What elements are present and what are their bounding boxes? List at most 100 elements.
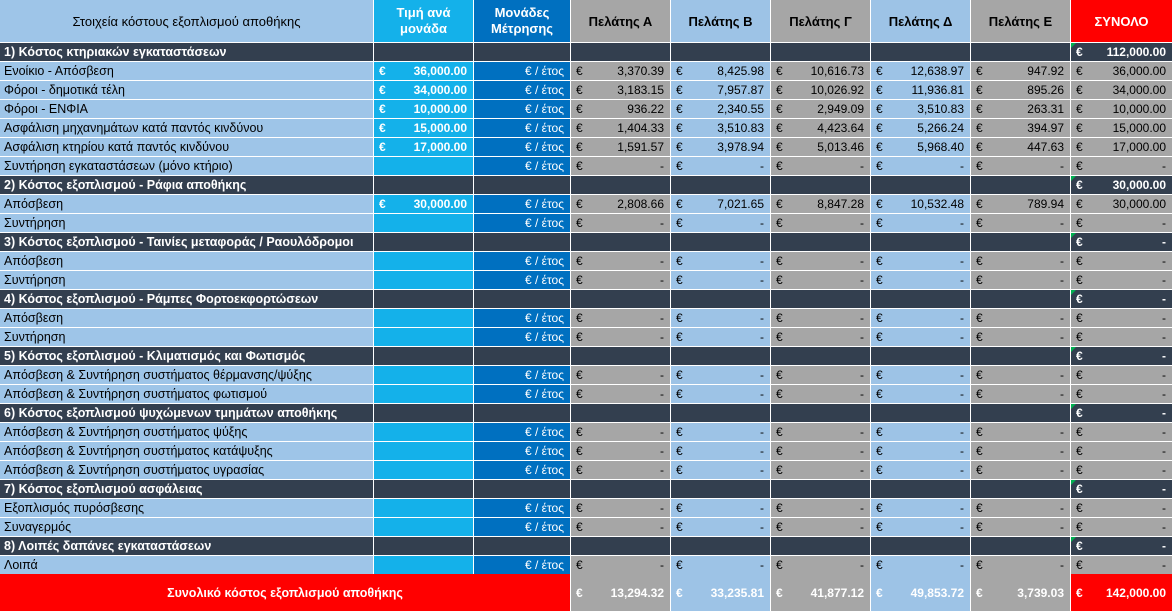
client-a-cell[interactable]	[571, 480, 671, 499]
client-b-cell[interactable]	[671, 233, 771, 252]
unit-measure-cell[interactable]	[474, 233, 571, 252]
client-b-cell[interactable]: €7,021.65	[671, 195, 771, 214]
unit-measure-cell[interactable]: € / έτος	[474, 309, 571, 328]
client-c-cell[interactable]	[771, 347, 871, 366]
row-label[interactable]: Ασφάλιση μηχανημάτων κατά παντός κινδύνο…	[0, 119, 374, 138]
unit-price-cell[interactable]	[374, 499, 474, 518]
unit-price-cell[interactable]: €34,000.00	[374, 81, 474, 100]
row-label[interactable]: Φόροι - ΕΝΦΙΑ	[0, 100, 374, 119]
row-total-cell[interactable]: € -	[1071, 290, 1172, 309]
client-a-cell[interactable]: € -	[571, 423, 671, 442]
row-label[interactable]: Απόσβεση	[0, 252, 374, 271]
row-label[interactable]: 1) Κόστος κτηριακών εγκαταστάσεων	[0, 43, 374, 62]
unit-measure-cell[interactable]: € / έτος	[474, 214, 571, 233]
unit-price-cell[interactable]	[374, 252, 474, 271]
client-a-cell[interactable]	[571, 176, 671, 195]
row-label[interactable]: 7) Κόστος εξοπλισμού ασφάλειας	[0, 480, 374, 499]
unit-price-cell[interactable]	[374, 43, 474, 62]
unit-price-cell[interactable]	[374, 537, 474, 556]
client-d-cell[interactable]	[871, 404, 971, 423]
unit-price-cell[interactable]: €15,000.00	[374, 119, 474, 138]
row-label[interactable]: Απόσβεση & Συντήρηση συστήματος φωτισμού	[0, 385, 374, 404]
client-d-cell[interactable]: € -	[871, 328, 971, 347]
client-c-cell[interactable]: €10,026.92	[771, 81, 871, 100]
row-total-cell[interactable]: € -	[1071, 271, 1172, 290]
unit-measure-cell[interactable]: € / έτος	[474, 252, 571, 271]
client-e-cell[interactable]: €789.94	[971, 195, 1071, 214]
unit-price-cell[interactable]	[374, 328, 474, 347]
row-total-cell[interactable]: € -	[1071, 385, 1172, 404]
client-c-cell[interactable]: € -	[771, 252, 871, 271]
client-a-cell[interactable]: € -	[571, 461, 671, 480]
client-e-cell[interactable]	[971, 404, 1071, 423]
client-d-cell[interactable]	[871, 233, 971, 252]
client-e-cell[interactable]: € -	[971, 442, 1071, 461]
unit-measure-cell[interactable]	[474, 537, 571, 556]
client-e-cell[interactable]: € -	[971, 328, 1071, 347]
client-e-cell[interactable]: € -	[971, 309, 1071, 328]
grand-total-label[interactable]: Συνολικό κόστος εξοπλισμού αποθήκης	[0, 574, 571, 612]
client-d-cell[interactable]: €10,532.48	[871, 195, 971, 214]
row-label[interactable]: 5) Κόστος εξοπλισμού - Κλιματισμός και Φ…	[0, 347, 374, 366]
unit-measure-cell[interactable]: € / έτος	[474, 518, 571, 537]
client-e-cell[interactable]: € -	[971, 385, 1071, 404]
client-a-cell[interactable]: € -	[571, 157, 671, 176]
client-a-cell[interactable]: €1,591.57	[571, 138, 671, 157]
client-d-cell[interactable]: € -	[871, 518, 971, 537]
unit-price-cell[interactable]	[374, 347, 474, 366]
row-total-cell[interactable]: €34,000.00	[1071, 81, 1172, 100]
unit-price-cell[interactable]	[374, 214, 474, 233]
row-label[interactable]: Συντήρηση εγκαταστάσεων (μόνο κτήριο)	[0, 157, 374, 176]
client-b-cell[interactable]: € -	[671, 423, 771, 442]
client-a-cell[interactable]	[571, 404, 671, 423]
client-e-cell[interactable]: €895.26	[971, 81, 1071, 100]
row-total-cell[interactable]: € -	[1071, 252, 1172, 271]
header-unit-price[interactable]: Τιμή ανά μονάδα	[374, 0, 474, 43]
client-c-cell[interactable]	[771, 290, 871, 309]
client-e-cell[interactable]: € -	[971, 271, 1071, 290]
client-c-cell[interactable]: € -	[771, 366, 871, 385]
client-c-cell[interactable]	[771, 480, 871, 499]
unit-price-cell[interactable]	[374, 366, 474, 385]
client-a-cell[interactable]: €936.22	[571, 100, 671, 119]
header-total[interactable]: ΣΥΝΟΛΟ	[1071, 0, 1172, 43]
client-b-cell[interactable]: €8,425.98	[671, 62, 771, 81]
header-client-a[interactable]: Πελάτης Α	[571, 0, 671, 43]
row-total-cell[interactable]: €30,000.00	[1071, 176, 1172, 195]
client-b-cell[interactable]: € -	[671, 499, 771, 518]
row-total-cell[interactable]: € -	[1071, 157, 1172, 176]
client-c-cell[interactable]: € -	[771, 271, 871, 290]
unit-price-cell[interactable]: €36,000.00	[374, 62, 474, 81]
client-a-cell[interactable]	[571, 290, 671, 309]
client-d-cell[interactable]: €3,510.83	[871, 100, 971, 119]
unit-measure-cell[interactable]	[474, 290, 571, 309]
client-c-cell[interactable]: € -	[771, 157, 871, 176]
unit-measure-cell[interactable]: € / έτος	[474, 556, 571, 575]
client-a-cell[interactable]	[571, 537, 671, 556]
client-b-cell[interactable]: €7,957.87	[671, 81, 771, 100]
client-b-cell[interactable]: € -	[671, 271, 771, 290]
client-a-cell[interactable]: € -	[571, 556, 671, 575]
client-a-cell[interactable]	[571, 43, 671, 62]
row-total-cell[interactable]: €36,000.00	[1071, 62, 1172, 81]
client-c-cell[interactable]: € -	[771, 214, 871, 233]
row-label[interactable]: Απόσβεση & Συντήρηση συστήματος υγρασίας	[0, 461, 374, 480]
client-c-cell[interactable]: €8,847.28	[771, 195, 871, 214]
unit-price-cell[interactable]	[374, 290, 474, 309]
client-b-cell[interactable]: € -	[671, 556, 771, 575]
row-label[interactable]: 2) Κόστος εξοπλισμού - Ράφια αποθήκης	[0, 176, 374, 195]
client-a-cell[interactable]: € -	[571, 366, 671, 385]
client-c-cell[interactable]: € -	[771, 423, 871, 442]
unit-measure-cell[interactable]: € / έτος	[474, 461, 571, 480]
client-e-cell[interactable]: €394.97	[971, 119, 1071, 138]
client-b-cell[interactable]	[671, 43, 771, 62]
client-d-cell[interactable]: € -	[871, 385, 971, 404]
client-b-cell[interactable]: € -	[671, 252, 771, 271]
client-d-cell[interactable]: € -	[871, 499, 971, 518]
unit-measure-cell[interactable]: € / έτος	[474, 442, 571, 461]
client-a-cell[interactable]: € -	[571, 252, 671, 271]
client-b-cell[interactable]: € -	[671, 328, 771, 347]
client-b-cell[interactable]	[671, 480, 771, 499]
unit-price-cell[interactable]	[374, 271, 474, 290]
row-total-cell[interactable]: € -	[1071, 423, 1172, 442]
